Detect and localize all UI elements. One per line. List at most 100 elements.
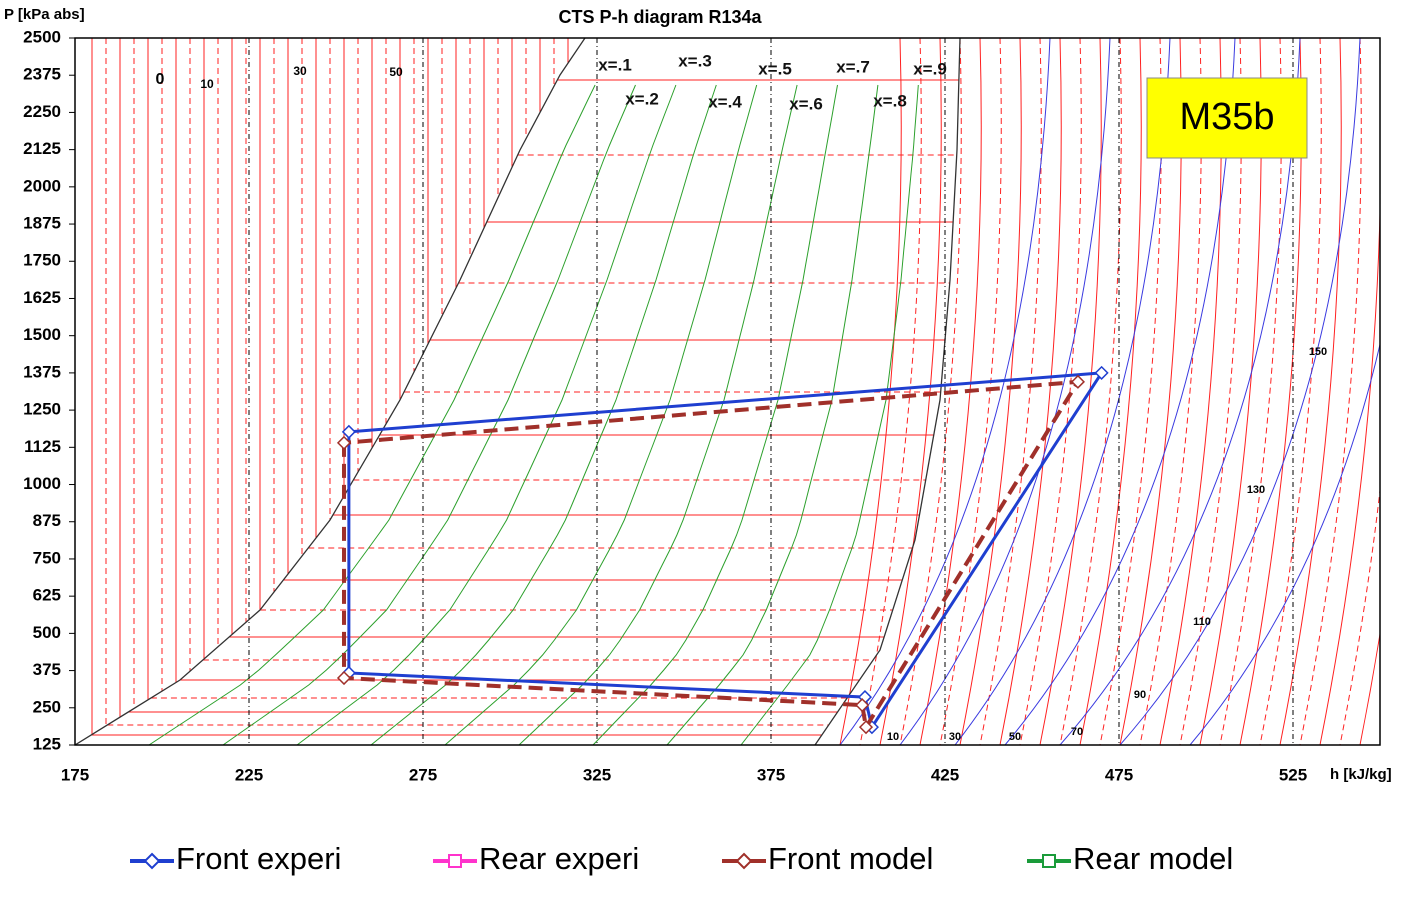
y-tick-label: 375: [33, 660, 61, 679]
vapor-temp-label: 50: [1009, 731, 1021, 743]
saturated-vapor: [814, 38, 961, 745]
vapor-temp-label: 30: [949, 731, 961, 743]
isotherm-vapor: [1299, 38, 1362, 745]
liquid-temp-label: 50: [389, 65, 403, 79]
marker: [336, 670, 352, 686]
y-tick-label: 1875: [23, 214, 61, 233]
isotherm-vapor: [1019, 38, 1082, 745]
vapor-temp-label: 110: [1193, 616, 1211, 628]
isotherm-vapor: [1079, 38, 1142, 745]
quality-label: x=.3: [678, 51, 712, 70]
x-tick-label: 475: [1105, 765, 1133, 784]
marker: [858, 720, 874, 735]
isotherm-vapor: [1259, 38, 1322, 745]
quality-label: x=.7: [836, 57, 870, 76]
legend-label: Front model: [768, 841, 933, 876]
isotherm-vapor: [959, 38, 1022, 745]
y-tick-label: 2125: [23, 139, 61, 158]
y-tick-label: 1750: [23, 251, 61, 270]
y-tick-label: 875: [33, 511, 61, 530]
x-tick-label: 225: [235, 765, 263, 784]
legend-label: Rear model: [1073, 841, 1233, 876]
y-tick-label: 1250: [23, 400, 61, 419]
isotherm-vapor: [1059, 38, 1122, 745]
y-tick-label: 2500: [23, 27, 61, 46]
quality-line: [592, 84, 838, 745]
x-tick-label: 525: [1279, 765, 1307, 784]
x-tick-label: 375: [757, 765, 785, 784]
isentrope: [1059, 38, 1301, 745]
marker: [1070, 374, 1086, 389]
quality-label: x=.8: [873, 91, 907, 110]
isotherm-vapor: [1359, 630, 1380, 745]
quality-line: [222, 84, 636, 745]
y-tick-label: 500: [33, 623, 61, 642]
isotherm-vapor: [1279, 38, 1342, 745]
marker: [341, 424, 356, 439]
y-tick-label: 1125: [24, 437, 61, 456]
vapor-temp-label: 70: [1071, 726, 1083, 738]
series-line: [342, 379, 1082, 733]
x-tick-label: 175: [61, 765, 89, 784]
x-axis-label: h [kJ/kg]: [1330, 766, 1392, 783]
liquid-temp-label: 10: [200, 77, 214, 91]
y-tick-label: 1500: [23, 325, 61, 344]
legend-marker: [1042, 854, 1056, 868]
x-tick-label: 275: [409, 765, 437, 784]
quality-line: [666, 84, 879, 745]
marker: [855, 698, 870, 713]
isentrope: [899, 38, 1111, 745]
y-tick-label: 2375: [23, 65, 61, 84]
isotherm-vapor: [999, 38, 1062, 745]
plot-frame: [74, 37, 1381, 746]
isentrope: [1189, 342, 1380, 745]
quality-label: x=.9: [913, 59, 947, 78]
quality-line: [148, 84, 596, 745]
y-tick-label: 1625: [23, 288, 61, 307]
legend-label: Rear experi: [479, 841, 639, 876]
legend-marker: [448, 854, 462, 868]
legend-label: Front experi: [176, 841, 341, 876]
isentrope: [1004, 38, 1236, 745]
x-tick-label: 425: [931, 765, 959, 784]
y-tick-label: 2250: [23, 102, 61, 121]
y-tick-label: 125: [33, 734, 61, 753]
property-lines: [75, 38, 1380, 745]
quality-label: x=.4: [708, 92, 742, 111]
quality-label: x=.5: [758, 59, 792, 78]
quality-label: x=.2: [625, 89, 659, 108]
quality-line: [518, 84, 798, 745]
y-tick-label: 2000: [23, 176, 61, 195]
marker: [336, 435, 352, 450]
y-tick-label: 1000: [23, 474, 61, 493]
y-tick-label: 250: [33, 697, 61, 716]
isotherm-vapor: [939, 38, 1002, 745]
note: M35b: [1179, 96, 1274, 138]
quality-label: x=.1: [598, 55, 632, 74]
y-axis-label: P [kPa abs]: [4, 6, 85, 23]
x-tick-label: 325: [583, 765, 611, 784]
quality-line: [370, 84, 717, 745]
isentrope: [1119, 38, 1361, 745]
y-tick-label: 1375: [23, 362, 61, 381]
marker: [1094, 365, 1109, 380]
liquid-temp-label: 30: [293, 64, 307, 78]
chart-title: CTS P-h diagram R134a: [558, 7, 762, 27]
legend-marker: [143, 852, 161, 870]
legend-marker: [735, 852, 753, 870]
liquid-temp-label: 0: [156, 71, 165, 88]
isentrope: [954, 38, 1171, 745]
saturated-liquid: [75, 38, 586, 745]
series-line: [347, 371, 1105, 731]
isotherm-vapor: [979, 38, 1042, 745]
isotherm-vapor: [1319, 38, 1380, 745]
vapor-temp-label: 10: [887, 731, 899, 743]
quality-label: x=.6: [789, 94, 823, 113]
y-tick-label: 625: [33, 586, 61, 605]
vapor-temp-label: 130: [1247, 484, 1265, 496]
note-box: [1146, 77, 1308, 159]
vapor-temp-label: 150: [1309, 346, 1327, 358]
quality-line: [740, 84, 919, 745]
